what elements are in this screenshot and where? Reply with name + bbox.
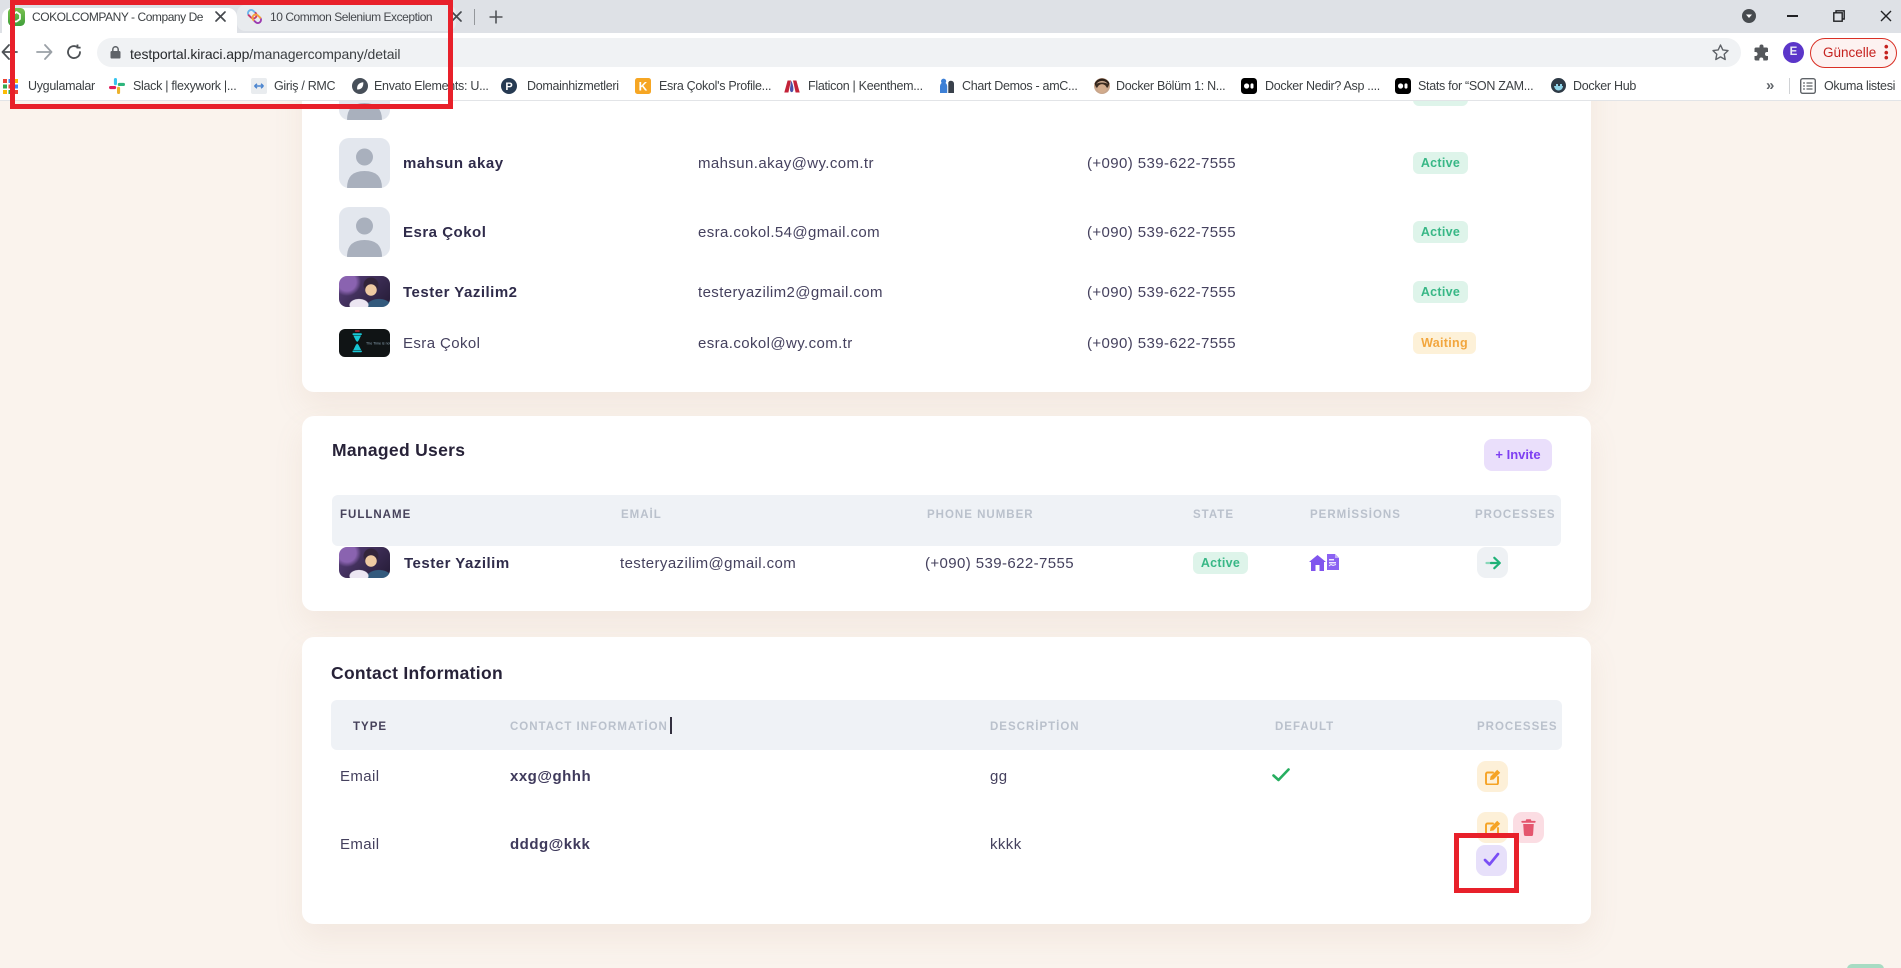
svg-text:K: K (639, 80, 648, 94)
svg-text:P: P (505, 81, 512, 93)
svg-text:The Time is now: The Time is now (366, 342, 390, 346)
